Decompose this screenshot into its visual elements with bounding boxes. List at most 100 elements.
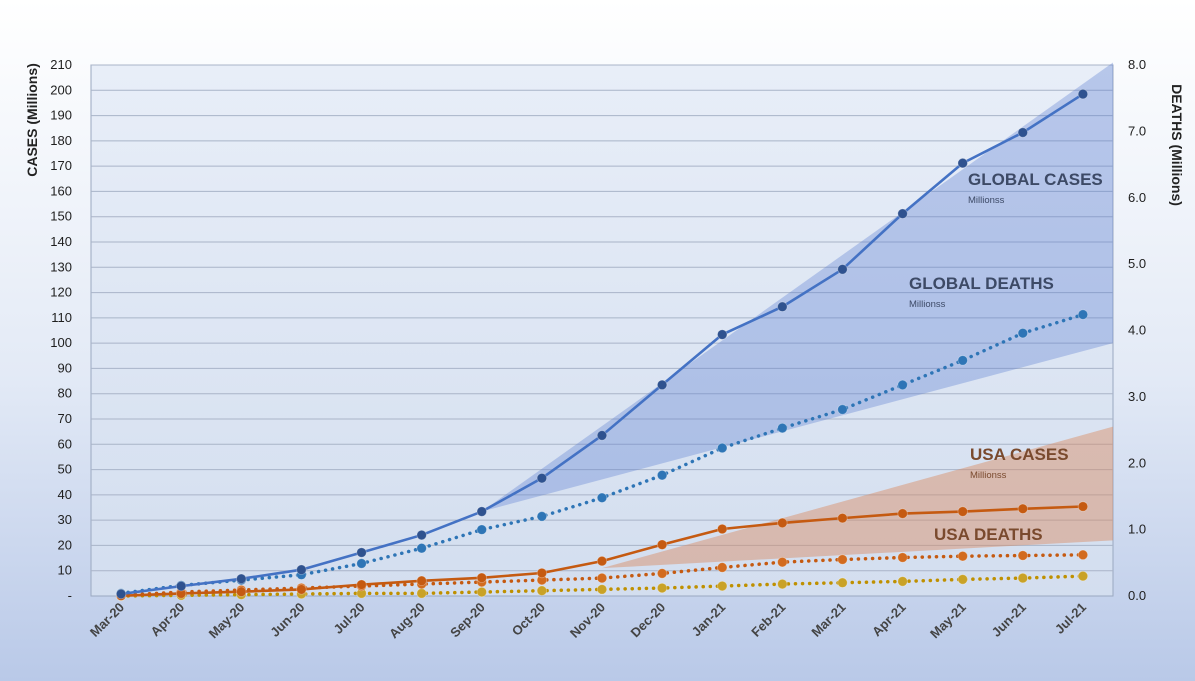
left-tick-label: 200 xyxy=(50,82,72,97)
right-tick-label: 1.0 xyxy=(1128,522,1146,537)
right-tick-label: 4.0 xyxy=(1128,323,1146,338)
annotation-sub-global-deaths: Millionss xyxy=(909,299,946,310)
left-tick-label: 170 xyxy=(50,158,72,173)
data-point-global-deaths xyxy=(777,422,788,434)
right-tick-label: 6.0 xyxy=(1128,190,1146,205)
data-point-series-5 xyxy=(656,582,668,594)
data-point-global-cases xyxy=(476,506,487,517)
data-point-usa-cases xyxy=(837,512,848,524)
data-point-global-cases xyxy=(717,329,728,340)
left-tick-label: 140 xyxy=(50,234,72,249)
annotation-sub-usa-cases: Millionss xyxy=(970,470,1007,481)
left-tick-label: 180 xyxy=(50,133,72,148)
left-tick-label: 70 xyxy=(58,411,72,426)
data-point-series-5 xyxy=(596,584,608,595)
left-tick-label: 130 xyxy=(50,259,72,274)
data-point-global-deaths xyxy=(1077,309,1089,320)
left-tick-label: 210 xyxy=(50,57,72,72)
right-tick-label: 8.0 xyxy=(1128,57,1146,72)
data-point-global-cases xyxy=(115,588,127,600)
data-point-usa-cases xyxy=(416,575,427,587)
gridlines xyxy=(91,64,1113,572)
data-point-series-5 xyxy=(717,580,728,592)
data-point-global-cases xyxy=(416,529,427,541)
left-tick-label: 10 xyxy=(58,563,72,578)
right-tick-label: 5.0 xyxy=(1128,256,1146,271)
data-point-global-deaths xyxy=(416,543,427,554)
data-point-series-5 xyxy=(1077,570,1089,582)
data-point-global-cases xyxy=(536,472,548,484)
data-point-usa-deaths xyxy=(1077,549,1089,561)
data-point-usa-cases xyxy=(897,508,908,519)
data-point-global-cases xyxy=(1077,88,1089,100)
series-line-series-5 xyxy=(119,574,1085,598)
data-point-global-cases xyxy=(777,301,788,312)
data-point-global-cases xyxy=(596,430,608,441)
data-point-usa-cases xyxy=(236,586,247,597)
data-point-usa-deaths xyxy=(957,550,968,562)
data-point-global-deaths xyxy=(656,469,668,481)
data-point-global-cases xyxy=(175,580,187,592)
annotations: GLOBAL CASES Millionss GLOBAL DEATHS Millio… xyxy=(909,170,1103,544)
right-tick-label: 3.0 xyxy=(1128,389,1146,404)
data-point-usa-deaths xyxy=(837,554,848,565)
annotation-title-usa-deaths: USA DEATHS xyxy=(934,525,1043,544)
left-tick-label: 190 xyxy=(50,108,72,123)
annotation-title-global-deaths: GLOBAL DEATHS xyxy=(909,274,1054,293)
left-tick-label: 50 xyxy=(58,462,72,477)
data-point-series-5 xyxy=(1017,572,1029,584)
left-tick-label: 80 xyxy=(58,386,72,401)
data-point-usa-cases xyxy=(596,555,608,567)
data-point-usa-cases xyxy=(777,517,788,529)
data-point-global-deaths xyxy=(536,511,548,522)
data-point-global-deaths xyxy=(356,558,367,569)
annotation-title-usa-cases: USA CASES xyxy=(970,445,1069,464)
left-tick-label: 110 xyxy=(51,310,72,325)
data-point-usa-deaths xyxy=(656,568,668,579)
data-point-series-5 xyxy=(476,586,487,598)
forecast-band-global-cases-band xyxy=(481,62,1113,512)
forecast-bands xyxy=(481,62,1113,569)
left-axis: - 10 20 30 40 50 60 70 80 90 100 110 120 130 140 150 160… xyxy=(50,57,72,603)
right-axis: 0.0 1.0 2.0 3.0 4.0 5.0 6.0 7.0 8.0 xyxy=(1128,57,1146,603)
data-point-global-deaths xyxy=(897,379,908,391)
right-tick-label: 7.0 xyxy=(1128,123,1146,138)
data-point-usa-cases xyxy=(476,572,487,583)
left-tick-label: 30 xyxy=(58,512,72,527)
data-point-global-cases xyxy=(656,379,668,391)
data-point-series-5 xyxy=(837,577,848,588)
data-point-global-deaths xyxy=(957,355,968,366)
data-point-usa-cases xyxy=(1017,503,1029,514)
left-tick-label: 40 xyxy=(58,487,72,502)
left-tick-label: 60 xyxy=(58,436,72,451)
data-point-usa-deaths xyxy=(897,552,908,563)
data-point-global-cases xyxy=(1017,127,1029,138)
data-point-global-deaths xyxy=(596,492,608,503)
right-tick-label: 0.0 xyxy=(1128,588,1146,603)
data-point-global-deaths xyxy=(476,524,487,535)
data-point-global-cases xyxy=(837,264,848,275)
data-point-global-cases xyxy=(296,564,307,575)
data-point-usa-cases xyxy=(717,523,728,535)
data-point-usa-cases xyxy=(656,539,668,550)
data-point-global-cases xyxy=(897,208,908,219)
data-point-series-5 xyxy=(536,585,548,596)
data-point-usa-deaths xyxy=(1017,550,1029,561)
data-point-global-cases xyxy=(236,573,247,585)
left-tick-label: 160 xyxy=(50,183,72,198)
data-point-usa-deaths xyxy=(596,572,608,584)
left-tick-label: 100 xyxy=(50,335,72,350)
data-point-global-cases xyxy=(957,157,968,169)
left-tick-label: 120 xyxy=(50,285,72,300)
annotation-title-global-cases: GLOBAL CASES xyxy=(968,170,1103,189)
forecast-band-usa-cases-band xyxy=(602,426,1113,569)
data-point-usa-cases xyxy=(957,506,968,517)
left-tick-label: 150 xyxy=(50,209,72,224)
plot-area xyxy=(90,64,1114,597)
data-point-series-5 xyxy=(897,576,908,587)
right-axis-title: DEATHS (Millions) xyxy=(1169,84,1185,206)
data-point-usa-cases xyxy=(1077,501,1089,512)
data-point-usa-cases xyxy=(356,579,367,590)
